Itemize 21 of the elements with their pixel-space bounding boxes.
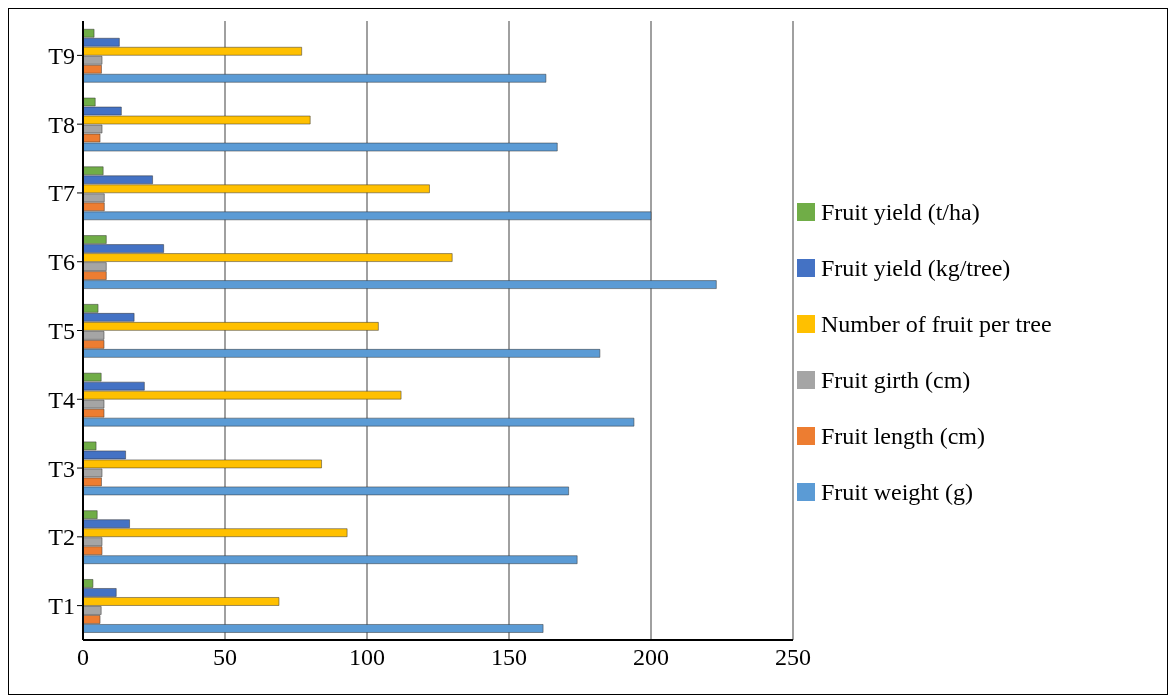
x-tick-label: 50 — [213, 644, 237, 671]
legend-label: Fruit yield (t/ha) — [821, 197, 980, 227]
x-tick-label: 100 — [349, 644, 385, 671]
y-tick-label: T3 — [48, 455, 75, 482]
y-tick-label: T5 — [48, 318, 75, 345]
y-tick-label: T8 — [48, 111, 75, 138]
legend-label: Fruit girth (cm) — [821, 365, 971, 395]
legend-label: Fruit yield (kg/tree) — [821, 253, 1011, 283]
x-tick-label: 250 — [775, 644, 811, 671]
legend-label: Number of fruit per tree — [821, 309, 1052, 339]
x-tick-label: 150 — [491, 644, 527, 671]
x-tick-label: 0 — [77, 644, 89, 671]
legend-label: Fruit length (cm) — [821, 421, 985, 451]
y-tick-label: T1 — [48, 593, 75, 620]
y-tick-label: T7 — [48, 180, 75, 207]
legend-label: Fruit weight (g) — [821, 477, 973, 507]
x-tick-label: 200 — [633, 644, 669, 671]
y-tick-label: T9 — [48, 42, 75, 69]
y-tick-label: T4 — [48, 386, 75, 413]
y-tick-label: T6 — [48, 249, 75, 276]
y-tick-label: T2 — [48, 524, 75, 551]
